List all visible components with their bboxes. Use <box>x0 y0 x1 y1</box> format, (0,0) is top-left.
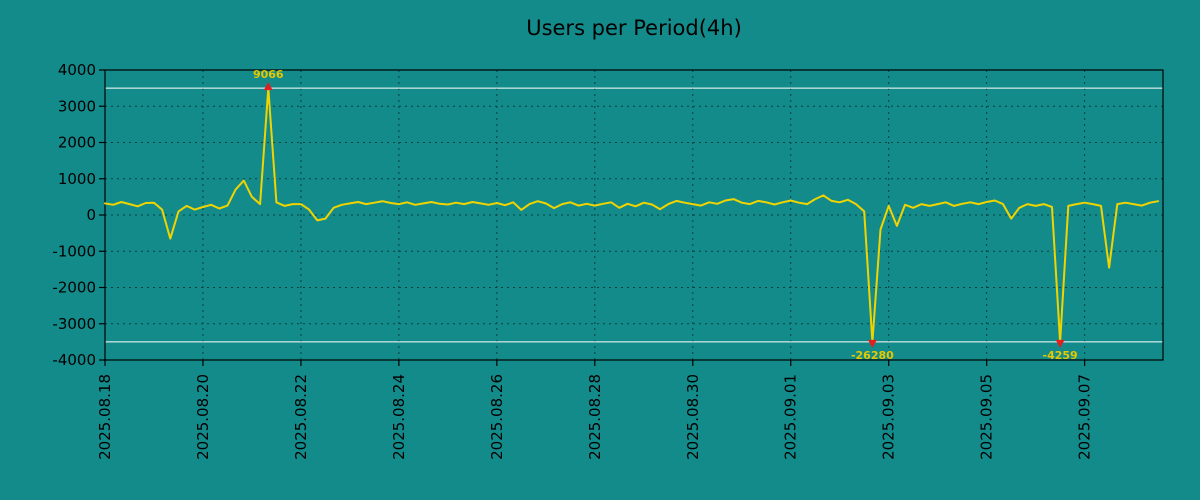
y-tick-label: -4000 <box>52 351 96 369</box>
y-tick-label: -3000 <box>52 315 96 333</box>
y-tick-label: -2000 <box>52 279 96 297</box>
x-tick-label: 2025.09.07 <box>1076 374 1094 460</box>
y-tick-label: 3000 <box>58 97 96 115</box>
x-tick-label: 2025.08.18 <box>96 374 114 460</box>
peak-marker-icon <box>263 82 273 91</box>
y-tick-label: -1000 <box>52 242 96 260</box>
trough-value-label: -4259 <box>1043 349 1078 362</box>
trough-marker-icon <box>867 339 877 348</box>
y-tick-label: 4000 <box>58 61 96 79</box>
chart-title: Users per Period(4h) <box>526 16 742 40</box>
x-tick-label: 2025.08.26 <box>488 374 506 460</box>
plot-border <box>104 69 1164 361</box>
x-tick-label: 2025.08.24 <box>390 374 408 460</box>
x-tick-label: 2025.09.03 <box>880 374 898 460</box>
y-tick-label: 0 <box>86 206 96 224</box>
x-tick-label: 2025.08.20 <box>194 374 212 460</box>
trough-marker-icon <box>1055 339 1065 348</box>
x-tick-label: 2025.08.30 <box>684 374 702 460</box>
y-tick-label: 2000 <box>58 134 96 152</box>
trough-value-label: -26280 <box>851 349 894 362</box>
peak-value-label: 9066 <box>253 68 284 81</box>
x-tick-label: 2025.08.28 <box>586 374 604 460</box>
series-line-users <box>104 87 1160 343</box>
x-tick-label: 2025.08.22 <box>292 374 310 460</box>
x-tick-label: 2025.09.05 <box>978 374 996 460</box>
x-tick-label: 2025.09.01 <box>782 374 800 460</box>
y-tick-label: 1000 <box>58 170 96 188</box>
